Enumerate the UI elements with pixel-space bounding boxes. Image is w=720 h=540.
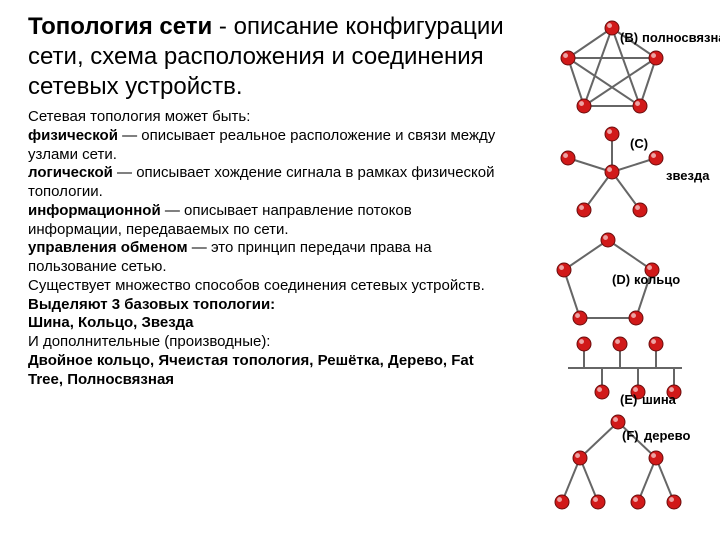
node-icon xyxy=(605,127,619,141)
edge xyxy=(568,58,640,106)
node-icon xyxy=(561,51,575,65)
edge xyxy=(580,422,618,458)
title: Топология сети - описание конфигурации с… xyxy=(28,12,506,102)
edge xyxy=(568,28,612,58)
body-text: Сетевая топология может быть: физической … xyxy=(28,108,506,389)
node-icon xyxy=(561,151,575,165)
node-icon xyxy=(555,495,569,509)
body-line: управления обменом — это принцип передач… xyxy=(28,239,506,277)
body-run: Двойное кольцо, Ячеистая топология, Решё… xyxy=(28,352,474,388)
node-icon xyxy=(613,337,627,351)
body-run: И дополнительные (производные): xyxy=(28,333,270,350)
slide: Топология сети - описание конфигурации с… xyxy=(0,0,720,540)
body-run: физической xyxy=(28,127,118,144)
diagram-label: дерево xyxy=(644,428,690,443)
node-icon xyxy=(649,51,663,65)
node-icon xyxy=(605,165,619,179)
body-run: логической xyxy=(28,164,113,181)
body-line: Сетевая топология может быть: xyxy=(28,108,506,127)
node-icon xyxy=(633,203,647,217)
node-icon xyxy=(573,311,587,325)
body-line: физической — описывает реальное располож… xyxy=(28,127,506,165)
node-icon xyxy=(601,233,615,247)
diagram-star xyxy=(552,122,672,222)
diagram-svg xyxy=(548,410,688,520)
node-icon xyxy=(591,495,605,509)
diagram-svg xyxy=(552,122,672,222)
node-icon xyxy=(577,337,591,351)
edge xyxy=(608,240,652,270)
diagram-label: шина xyxy=(642,392,676,407)
diagram-letter: (C) xyxy=(630,136,648,151)
diagram-column: (B)полносвязная(C)звезда(D)кольцо(E)шина… xyxy=(512,12,712,532)
edge xyxy=(640,58,656,106)
body-line: информационной — описывает направление п… xyxy=(28,202,506,240)
node-icon xyxy=(611,415,625,429)
node-icon xyxy=(573,451,587,465)
diagram-letter: (B) xyxy=(620,30,638,45)
node-icon xyxy=(649,337,663,351)
diagram-label: полносвязная xyxy=(642,30,720,45)
edge xyxy=(584,58,656,106)
diagram-letter: (F) xyxy=(622,428,639,443)
body-line: Двойное кольцо, Ячеистая топология, Решё… xyxy=(28,352,506,390)
body-run: Выделяют 3 базовых топологии: xyxy=(28,296,275,313)
body-line: Выделяют 3 базовых топологии: xyxy=(28,296,506,315)
node-icon xyxy=(629,311,643,325)
body-run: Существует множество способов соединения… xyxy=(28,277,485,294)
diagram-letter: (E) xyxy=(620,392,637,407)
body-run: Шина, Кольцо, Звезда xyxy=(28,314,194,331)
node-icon xyxy=(667,495,681,509)
body-line: И дополнительные (производные): xyxy=(28,333,506,352)
body-line: Шина, Кольцо, Звезда xyxy=(28,314,506,333)
diagram-label: звезда xyxy=(666,168,709,183)
body-run: информационной xyxy=(28,202,161,219)
diagram-label: кольцо xyxy=(634,272,680,287)
node-icon xyxy=(649,451,663,465)
edge xyxy=(584,28,612,106)
node-icon xyxy=(605,21,619,35)
node-icon xyxy=(649,151,663,165)
node-icon xyxy=(577,99,591,113)
body-run: Сетевая топология может быть: xyxy=(28,108,250,125)
body-run: управления обменом xyxy=(28,239,188,256)
text-column: Топология сети - описание конфигурации с… xyxy=(28,12,512,532)
node-icon xyxy=(595,385,609,399)
title-bold: Топология сети xyxy=(28,13,212,40)
node-icon xyxy=(577,203,591,217)
body-line: логической — описывает хождение сигнала … xyxy=(28,164,506,202)
edge xyxy=(564,270,580,318)
diagram-tree xyxy=(548,410,688,520)
diagram-letter: (D) xyxy=(612,272,630,287)
node-icon xyxy=(633,99,647,113)
edge xyxy=(568,58,584,106)
node-icon xyxy=(631,495,645,509)
node-icon xyxy=(557,263,571,277)
body-line: Существует множество способов соединения… xyxy=(28,277,506,296)
edge xyxy=(564,240,608,270)
